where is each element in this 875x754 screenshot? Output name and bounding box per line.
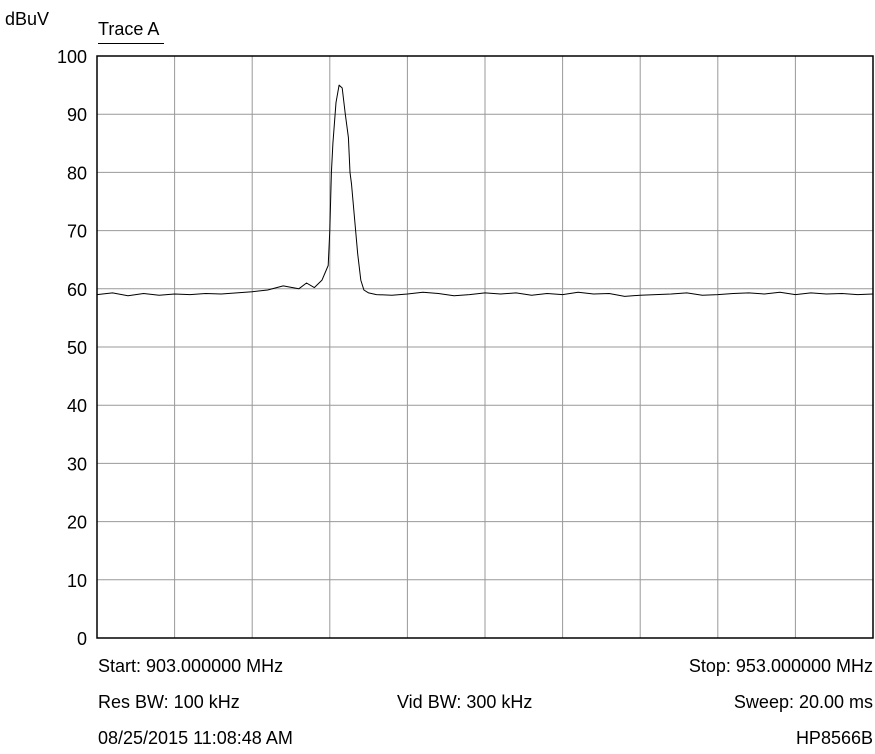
y-tick-label: 0: [77, 629, 87, 649]
y-unit-label: dBuV: [5, 9, 50, 29]
resolution-bandwidth: Res BW: 100 kHz: [98, 692, 240, 712]
plot-frame: [96, 55, 874, 639]
y-tick-label: 80: [67, 163, 87, 183]
trace-a-line: [96, 84, 874, 297]
y-tick-label: 30: [67, 454, 87, 474]
video-bandwidth: Vid BW: 300 kHz: [397, 692, 533, 712]
y-tick-label: 10: [67, 571, 87, 591]
y-tick-label: 70: [67, 222, 87, 242]
start-frequency: Start: 903.000000 MHz: [98, 656, 284, 676]
sweep-time: Sweep: 20.00 ms: [733, 692, 873, 712]
plot-grid: [97, 56, 873, 638]
y-tick-label: 20: [67, 513, 87, 533]
instrument-model: HP8566B: [795, 728, 873, 748]
y-tick-label: 90: [67, 105, 87, 125]
stop-frequency: Stop: 953.000000 MHz: [688, 656, 873, 676]
timestamp: 08/25/2015 11:08:48 AM: [98, 728, 293, 748]
trace-label: Trace A: [98, 19, 160, 39]
trace-label-underline: [98, 43, 164, 44]
y-tick-label: 40: [67, 396, 87, 416]
trace-group: [96, 84, 874, 297]
y-tick-label: 100: [57, 47, 87, 67]
y-tick-labels: 0 10 20 30 40 50 60 70 80 90 100: [57, 47, 87, 649]
y-tick-label: 60: [67, 280, 87, 300]
y-tick-label: 50: [67, 338, 87, 358]
